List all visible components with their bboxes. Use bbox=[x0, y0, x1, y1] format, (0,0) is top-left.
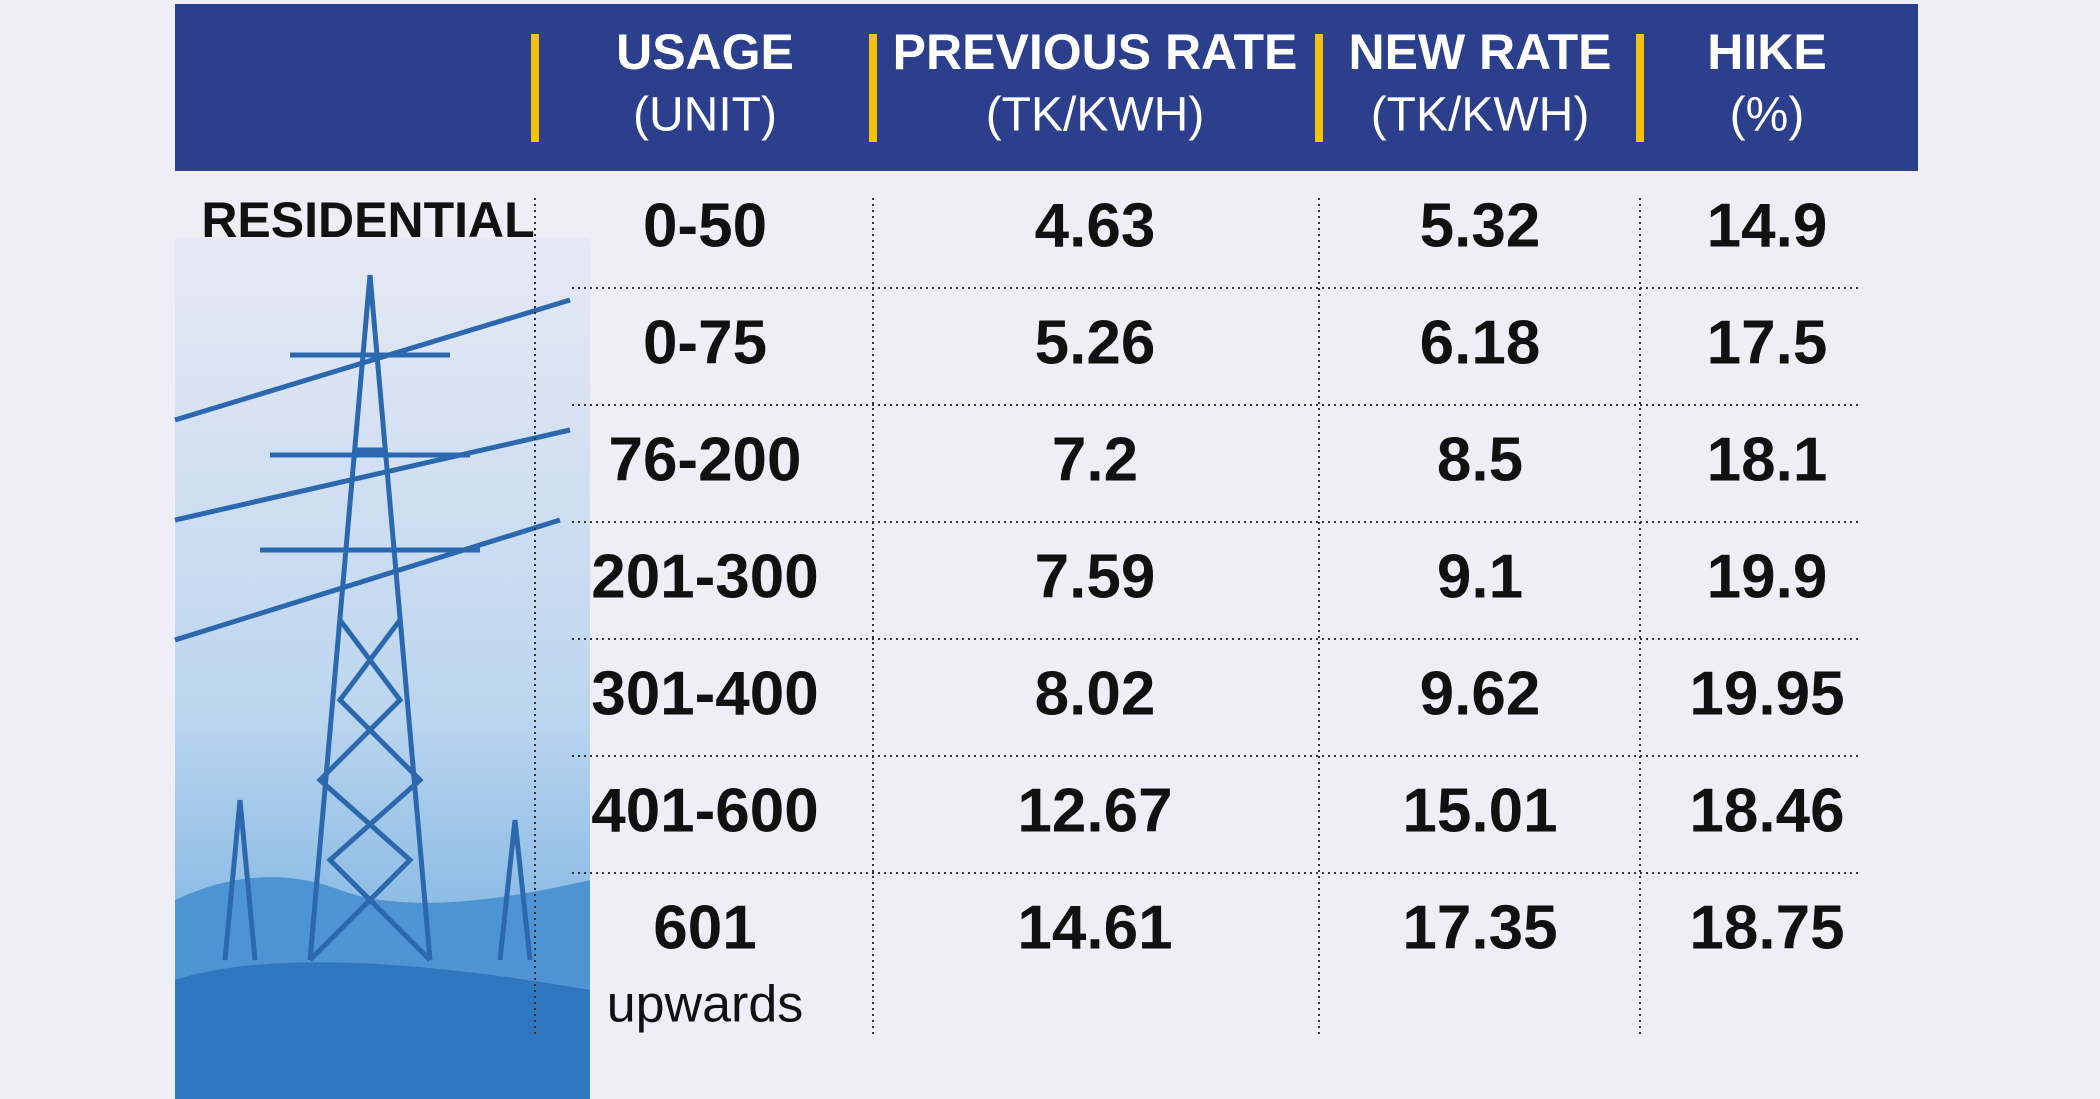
cell: 0-50 bbox=[643, 191, 767, 260]
cell: 17.35 bbox=[1402, 893, 1557, 962]
header-separators bbox=[531, 34, 1644, 142]
cell: 19.9 bbox=[1707, 542, 1828, 611]
cell: 14.61 bbox=[1017, 893, 1172, 962]
column-unit: (TK/KWH) bbox=[986, 89, 1205, 142]
column-unit: (%) bbox=[1730, 89, 1805, 142]
cell: 7.59 bbox=[1035, 542, 1156, 611]
cell: 8.5 bbox=[1437, 425, 1523, 494]
cell: 18.1 bbox=[1707, 425, 1828, 494]
cell: 17.5 bbox=[1707, 308, 1828, 377]
header-band bbox=[175, 4, 1918, 171]
cell: 601 bbox=[653, 893, 756, 962]
cell: 8.02 bbox=[1035, 659, 1156, 728]
cell: 5.26 bbox=[1035, 308, 1156, 377]
cell: 12.67 bbox=[1017, 776, 1172, 845]
table-grid bbox=[534, 198, 1859, 1034]
column-unit: (UNIT) bbox=[633, 89, 777, 142]
column-title: NEW RATE bbox=[1349, 24, 1612, 80]
cell: 76-200 bbox=[608, 425, 801, 494]
cell: 201-300 bbox=[591, 542, 819, 611]
cell: 14.9 bbox=[1707, 191, 1828, 260]
cell: 5.32 bbox=[1420, 191, 1541, 260]
cell: 4.63 bbox=[1035, 191, 1156, 260]
column-unit: (TK/KWH) bbox=[1371, 89, 1590, 142]
cell: 9.62 bbox=[1420, 659, 1541, 728]
column-title: HIKE bbox=[1707, 24, 1826, 80]
cell: 9.1 bbox=[1437, 542, 1523, 611]
cell: 6.18 bbox=[1420, 308, 1541, 377]
column-title: USAGE bbox=[616, 24, 794, 80]
cell: 15.01 bbox=[1402, 776, 1557, 845]
cell: 401-600 bbox=[591, 776, 819, 845]
cell: 301-400 bbox=[591, 659, 819, 728]
row-label: RESIDENTIAL bbox=[201, 192, 534, 248]
column-title: PREVIOUS RATE bbox=[893, 24, 1298, 80]
cell: 7.2 bbox=[1052, 425, 1138, 494]
cell-note: upwards bbox=[607, 976, 804, 1034]
table: USAGE (UNIT) PREVIOUS RATE (TK/KWH) NEW RATE… bbox=[591, 24, 1844, 1034]
cell: 18.75 bbox=[1689, 893, 1844, 962]
cell: 18.46 bbox=[1689, 776, 1844, 845]
cell: 19.95 bbox=[1689, 659, 1844, 728]
pylon-illustration bbox=[174, 238, 590, 1099]
cell: 0-75 bbox=[643, 308, 767, 377]
